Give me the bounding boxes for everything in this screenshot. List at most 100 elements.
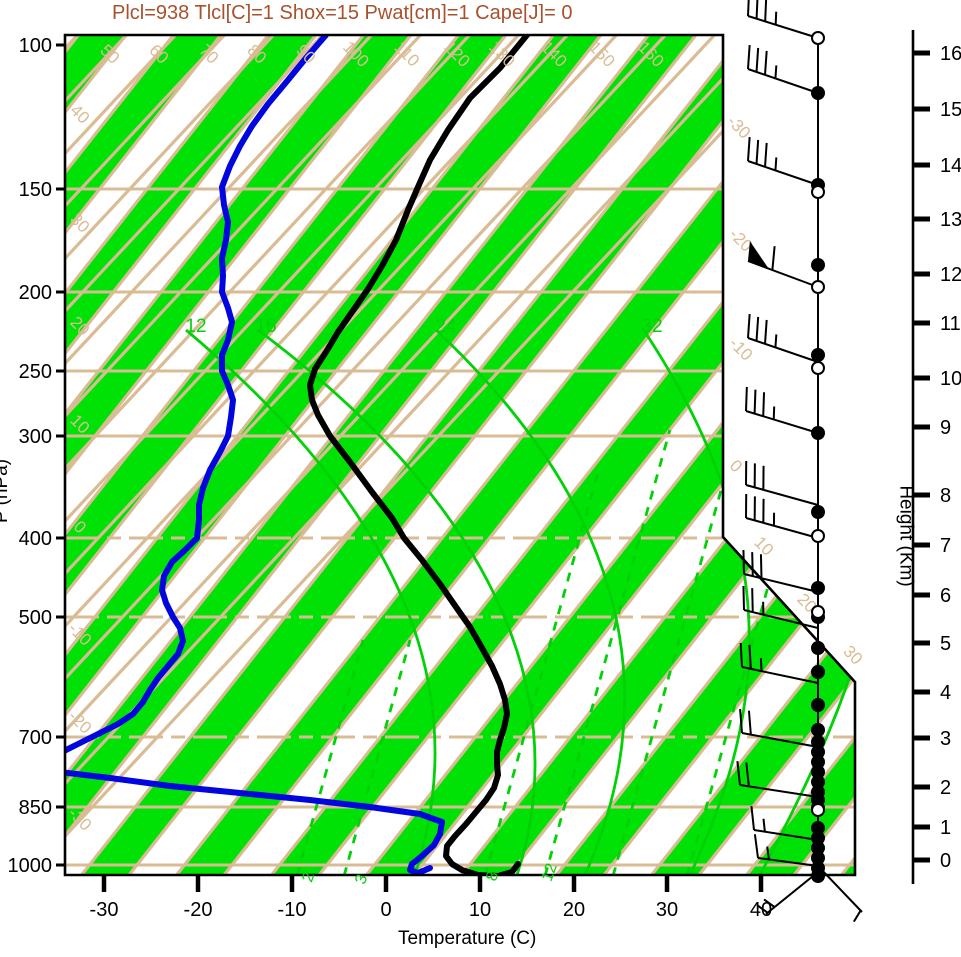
mixing-ratio-lines (295, 429, 814, 875)
svg-text:0: 0 (726, 456, 746, 476)
svg-text:-30: -30 (90, 899, 119, 921)
temperature-axis: -30 -20 -10 0 10 20 30 40 (90, 875, 772, 921)
sounding-level-dot (811, 765, 825, 779)
svg-text:11: 11 (940, 313, 961, 335)
wind-barb (745, 493, 819, 539)
sounding-level-dot (811, 426, 825, 440)
svg-text:13: 13 (940, 209, 961, 231)
mixing-ratio-labels: 12 16 24 322 3 8 12 (185, 316, 662, 887)
svg-text:500: 500 (19, 607, 52, 629)
wind-barb (747, 241, 819, 288)
wind-barb (739, 642, 819, 684)
wind-barb-column (736, 0, 863, 923)
sounding-level-dot (811, 755, 825, 769)
wind-barb (747, 136, 819, 186)
svg-text:-20: -20 (184, 899, 213, 921)
pressure-axis-title: P (hPa) (0, 458, 13, 523)
sounding-level-dot (811, 841, 825, 855)
svg-text:5: 5 (940, 633, 951, 655)
svg-text:40: 40 (750, 899, 772, 921)
svg-text:24: 24 (435, 316, 457, 337)
sounding-level-dot (811, 735, 825, 749)
svg-text:16: 16 (255, 316, 276, 337)
svg-text:3: 3 (940, 728, 951, 750)
sounding-level-dot-open (811, 280, 825, 294)
wind-barb (753, 834, 819, 867)
svg-text:10: 10 (750, 533, 777, 560)
temperature-axis-title: Temperature (C) (398, 928, 537, 949)
svg-text:400: 400 (19, 528, 52, 550)
svg-text:850: 850 (19, 797, 52, 819)
sounding-level-dot (811, 505, 825, 519)
svg-text:200: 200 (19, 282, 52, 304)
sounding-level-dot (811, 745, 825, 759)
sounding-level-dot (811, 581, 825, 595)
sounding-level-dot-open (811, 529, 825, 543)
plot-border (63, 33, 857, 877)
sounding-level-dot (811, 851, 825, 865)
sounding-level-dot-open (811, 185, 825, 199)
wind-barb (756, 871, 819, 915)
svg-text:4: 4 (940, 682, 951, 704)
height-axis-title: Height (Km) (895, 485, 917, 587)
svg-text:100: 100 (19, 35, 52, 57)
sounding-level-dot-open (811, 361, 825, 375)
sounding-level-dot (811, 665, 825, 679)
svg-text:0: 0 (380, 899, 391, 921)
svg-text:10: 10 (940, 368, 961, 390)
svg-text:150: 150 (19, 179, 52, 201)
svg-text:250: 250 (19, 361, 52, 383)
sounding-level-dot (811, 869, 825, 883)
svg-text:30: 30 (656, 899, 678, 921)
svg-text:30: 30 (839, 642, 866, 669)
wind-barb (736, 761, 819, 798)
temperature-trace (307, 35, 530, 875)
wind-barb (750, 806, 819, 841)
wind-barb (817, 865, 863, 923)
svg-text:32: 32 (641, 316, 662, 337)
svg-text:1: 1 (940, 817, 951, 839)
sounding-level-dot (811, 258, 825, 272)
dewpoint-trace-upper (65, 35, 329, 756)
svg-text:-10: -10 (278, 899, 307, 921)
svg-text:9: 9 (940, 417, 951, 439)
svg-text:0: 0 (940, 850, 951, 872)
adiabat-lattice-lines (65, 35, 837, 875)
sounding-level-dot (811, 831, 825, 845)
svg-text:8: 8 (940, 485, 951, 507)
sounding-level-dot (811, 86, 825, 100)
pressure-axis: 100 150 200 250 300 400 500 700 850 1000 (8, 35, 65, 877)
svg-text:10: 10 (469, 899, 491, 921)
svg-text:14: 14 (940, 155, 961, 177)
isobar-lines (65, 187, 855, 867)
svg-text:12: 12 (539, 861, 561, 884)
svg-text:12: 12 (185, 316, 206, 337)
svg-text:15: 15 (940, 99, 961, 121)
svg-text:7: 7 (940, 535, 951, 557)
sounding-level-dot (811, 775, 825, 789)
wind-barb (745, 386, 819, 434)
svg-text:12: 12 (940, 264, 961, 286)
dewpoint-trace-lower (65, 769, 445, 875)
svg-text:2: 2 (940, 777, 951, 799)
wind-barb (739, 708, 819, 748)
sounding-level-dot-open (811, 605, 825, 619)
svg-text:1000: 1000 (8, 855, 53, 877)
sounding-level-dot (811, 723, 825, 737)
sounding-level-dot (811, 348, 825, 362)
sounding-level-dot (811, 698, 825, 712)
svg-text:300: 300 (19, 426, 52, 448)
svg-text:700: 700 (19, 727, 52, 749)
wind-barb (747, 44, 819, 94)
wind-barb (742, 549, 819, 593)
sounding-level-dot-open (811, 31, 825, 45)
svg-text:20: 20 (563, 899, 585, 921)
sounding-level-dot (811, 641, 825, 655)
wind-barb (747, 0, 819, 39)
wind-barb (747, 313, 819, 363)
chart-title: Plcl=938 Tlcl[C]=1 Shox=15 Pwat[cm]=1 Ca… (112, 2, 573, 24)
